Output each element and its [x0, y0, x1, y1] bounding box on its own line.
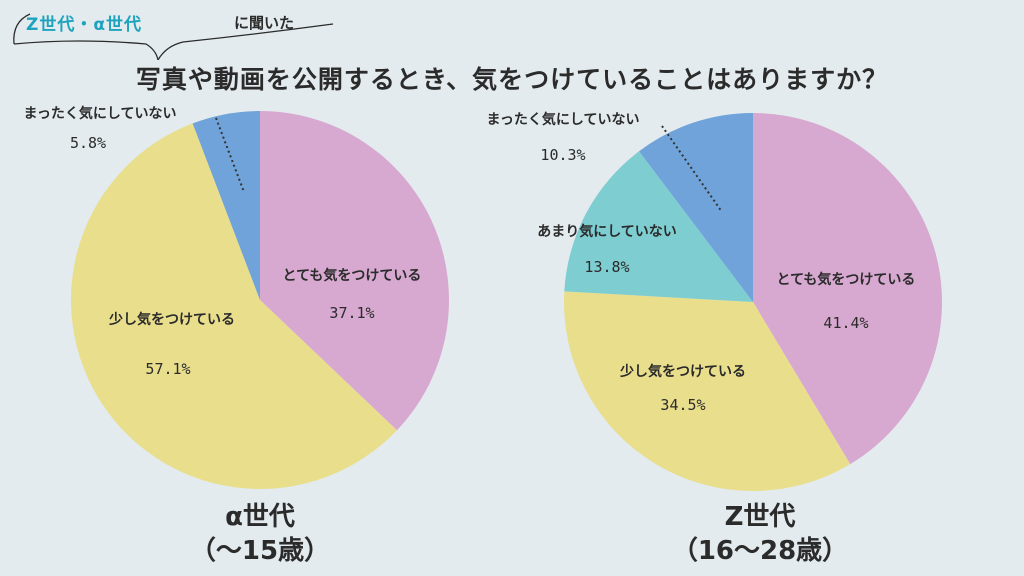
slice-percent-label: 10.3% [540, 146, 585, 164]
pie-chart-alpha: とても気をつけている 37.1% 少し気をつけている 57.1% まったく気にしていない… [23, 105, 449, 490]
slice-label: 少し気をつけている [619, 363, 746, 380]
slice-percent-label: 13.8% [584, 258, 629, 276]
pie-slice [564, 151, 753, 302]
survey-tag: Z世代・α世代 に聞いた [8, 4, 338, 60]
pie-slice [70, 123, 397, 490]
caption-z-subtitle: （16〜28歳） [671, 536, 849, 566]
caption-alpha: α世代 （〜15歳） [160, 500, 360, 568]
leader-line [215, 117, 245, 193]
pie-slice [564, 291, 851, 491]
slice-label: 少し気をつけている [108, 311, 235, 328]
tag-suffix: に聞いた [234, 14, 295, 32]
slice-percent-label: 5.8% [70, 134, 106, 152]
tag-bracket-decoration [13, 13, 334, 60]
pie-slice [639, 113, 753, 302]
slice-label: あまり気にしていない [537, 223, 677, 240]
slice-percent-label: 57.1% [145, 360, 190, 378]
slice-percent-label: 34.5% [660, 396, 705, 414]
caption-z-title: Z世代 [724, 502, 796, 532]
caption-alpha-subtitle: （〜15歳） [189, 536, 331, 566]
slice-percent-label: 37.1% [329, 304, 374, 322]
slice-label: とても気をつけている [777, 271, 916, 288]
pie-slice [753, 113, 942, 465]
slice-label: とても気をつけている [283, 267, 422, 284]
caption-alpha-title: α世代 [225, 502, 295, 532]
caption-z: Z世代 （16〜28歳） [650, 500, 870, 568]
tag-generation-label: Z世代・α世代 [26, 15, 143, 35]
slice-label: まったく気にしていない [23, 105, 176, 122]
pie-slice [260, 111, 449, 431]
pie-chart-z: とても気をつけている 41.4% 少し気をつけている 34.5% あまり気にしていない 1… [486, 111, 942, 491]
pie-slice [192, 111, 260, 300]
page-title: 写真や動画を公開するとき、気をつけていることはありますか？ [135, 65, 889, 94]
slice-label: まったく気にしていない [486, 111, 639, 128]
slice-percent-label: 41.4% [823, 314, 868, 332]
